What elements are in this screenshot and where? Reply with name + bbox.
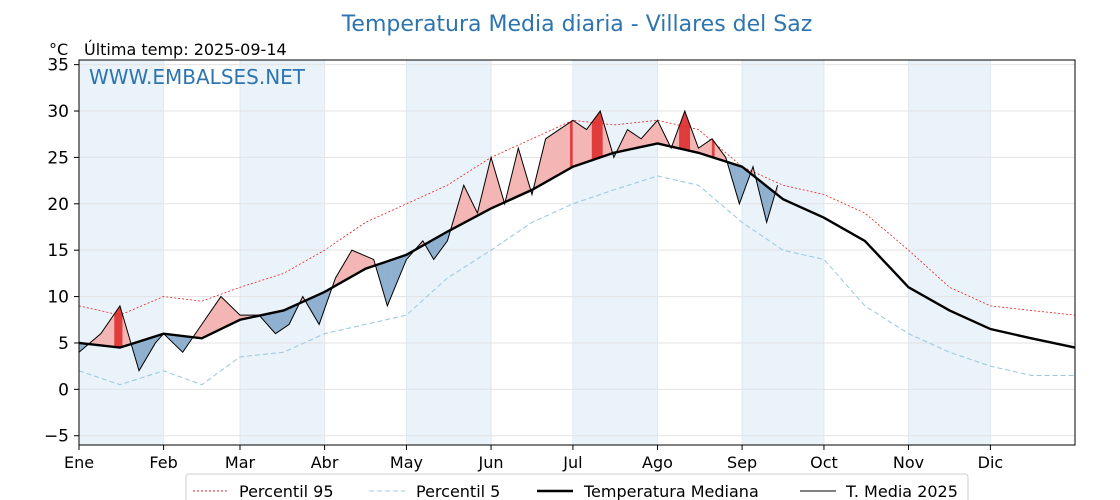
y-tick-label: 20: [47, 195, 69, 215]
y-tick-label: 35: [47, 56, 69, 76]
anomaly-fill-slice: [351, 249, 355, 277]
x-tick-label: Jul: [562, 453, 582, 472]
y-axis: −5 0 5 10 15 20 25 30 35: [44, 56, 79, 447]
anomaly-fill-slice: [564, 123, 568, 172]
y-tick-label: 15: [47, 241, 69, 261]
unit-label: °C: [49, 40, 68, 59]
month-bands: [79, 60, 991, 445]
month-band: [908, 60, 991, 445]
month-band: [239, 60, 325, 445]
anomaly-fill-slice: [594, 114, 598, 160]
anomaly-fill-slice: [111, 313, 115, 348]
last-temp-label: Última temp: 2025-09-14: [84, 40, 287, 59]
series-line-median: [78, 142, 1076, 349]
anomaly-fill-slice: [572, 119, 576, 167]
anomaly-fill-slice: [561, 125, 565, 174]
anomaly-fill-slice: [228, 304, 233, 326]
anomaly-fill-slice: [632, 132, 636, 149]
anomaly-fill-slice: [597, 110, 601, 159]
legend-label-p5: Percentil 5: [416, 482, 500, 500]
x-tick-label: Feb: [149, 453, 177, 472]
anomaly-fill-slice: [108, 317, 112, 347]
series-line-p95: [78, 119, 1076, 316]
anomaly-fill-slice: [709, 138, 713, 158]
plot-frame: [78, 59, 1076, 446]
anomaly-fill-slice: [706, 140, 710, 157]
anomaly-fill-slice: [357, 252, 361, 274]
anomaly-fill-slice: [359, 253, 363, 273]
anomaly-fill-slice: [223, 298, 227, 329]
anomaly-fill-slice: [553, 131, 557, 178]
x-tick-label: Ago: [642, 453, 673, 472]
anomaly-fill-slice: [215, 299, 219, 333]
anomaly-fill-slice: [559, 127, 563, 175]
anomaly-fill-slice: [354, 251, 358, 276]
anomaly-fill-slice: [545, 136, 549, 183]
legend: Percentil 95 Percentil 5 Temperatura Med…: [185, 473, 969, 500]
anomaly-fill-slice: [283, 308, 287, 329]
y-tick-label: 30: [47, 102, 69, 122]
anomaly-fill-slice: [217, 295, 222, 331]
anomaly-fill-slice: [575, 121, 579, 167]
series-line-current: [78, 109, 779, 373]
anomaly-fill-slice: [578, 123, 582, 166]
anomaly-fill-slice: [654, 119, 658, 145]
series-lines: [78, 109, 1076, 386]
x-tick-label: Oct: [810, 453, 838, 472]
series-line-p5: [78, 175, 1075, 386]
anomaly-fill-slice: [583, 127, 587, 164]
x-tick-label: Nov: [893, 453, 924, 472]
anomaly-fill-slice: [580, 125, 585, 165]
x-tick-label: Sep: [727, 453, 757, 472]
anomaly-fill-slice: [556, 129, 560, 177]
y-tick-label: −5: [44, 427, 69, 447]
anomaly-fill-slice: [567, 121, 571, 171]
month-band: [742, 60, 824, 445]
y-tick-label: 0: [58, 380, 69, 400]
anomaly-fill-slice: [630, 131, 634, 150]
anomaly-fill-slice: [586, 125, 590, 163]
anomaly-fill-slice: [278, 310, 282, 333]
anomaly-fill-slice: [280, 310, 284, 331]
legend-label-current: T. Media 2025: [845, 482, 958, 500]
chart-title: Temperatura Media diaria - Villares del …: [341, 12, 813, 37]
anomaly-fill-slice: [591, 117, 595, 161]
anomaly-fill-slice: [569, 119, 574, 169]
legend-box: [185, 473, 969, 500]
x-tick-label: Dic: [978, 453, 1004, 472]
month-band: [572, 60, 658, 445]
anomaly-fill-slice: [548, 134, 552, 181]
month-band: [79, 60, 164, 445]
anomaly-fill-slice: [550, 132, 555, 180]
anomaly-fill-slice: [286, 307, 290, 327]
anomaly-fill-slice: [627, 129, 631, 151]
x-tick-label: May: [390, 453, 423, 472]
anomaly-fill-slice: [116, 305, 121, 348]
y-tick-label: 10: [47, 288, 69, 308]
anomaly-fill-slice: [275, 311, 279, 335]
anomaly-fill-slice: [226, 301, 230, 327]
anomaly-fill-slice: [212, 303, 216, 334]
legend-label-median: Temperatura Mediana: [583, 482, 759, 500]
month-band: [406, 60, 492, 445]
y-tick-label: 5: [58, 334, 69, 354]
watermark: WWW.EMBALSES.NET: [89, 65, 306, 89]
y-tick-label: 25: [47, 148, 69, 168]
x-axis: Ene Feb Mar Abr May Jun Jul Ago Sep Oct Nov Dic: [64, 445, 1003, 472]
anomaly-fill-slice: [589, 121, 593, 162]
x-tick-label: Jun: [478, 453, 504, 472]
legend-label-p95: Percentil 95: [239, 482, 334, 500]
anomaly-fill-slice: [220, 296, 224, 330]
x-tick-label: Ene: [64, 453, 94, 472]
x-tick-label: Abr: [311, 453, 339, 472]
anomaly-fill-slice: [114, 309, 118, 348]
x-tick-label: Mar: [225, 453, 256, 472]
